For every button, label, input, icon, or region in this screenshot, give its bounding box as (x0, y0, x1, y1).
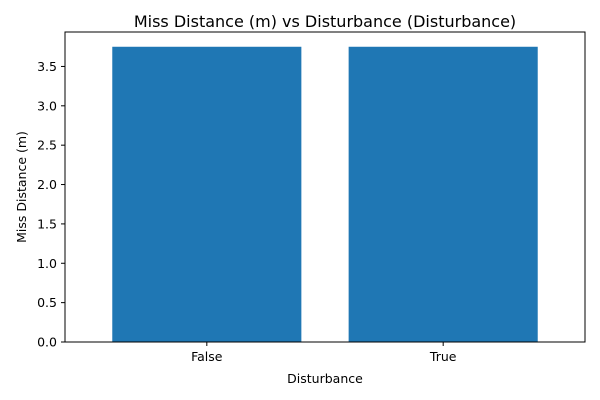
bar-true (348, 46, 538, 343)
y-tick-label: 2.5 (37, 138, 57, 153)
chart-title: Miss Distance (m) vs Disturbance (Distur… (134, 12, 516, 31)
x-tick-label: False (191, 349, 223, 364)
bar-false (112, 46, 302, 343)
bars-group (112, 46, 538, 343)
plot-frame (64, 31, 586, 343)
x-axis: False True (191, 342, 457, 364)
y-tick-label: 0.0 (37, 335, 57, 350)
y-tick-label: 3.0 (37, 98, 57, 113)
y-tick-label: 1.5 (37, 216, 57, 231)
y-axis: 0.0 0.5 1.0 1.5 2.0 2.5 3.0 3.5 (37, 59, 65, 350)
y-axis-label: Miss Distance (m) (14, 131, 29, 243)
y-tick-label: 2.0 (37, 177, 57, 192)
y-tick-label: 0.5 (37, 295, 57, 310)
y-tick-label: 3.5 (37, 59, 57, 74)
y-tick-label: 1.0 (37, 256, 57, 271)
x-tick-label: True (429, 349, 457, 364)
x-axis-label: Disturbance (287, 371, 363, 386)
